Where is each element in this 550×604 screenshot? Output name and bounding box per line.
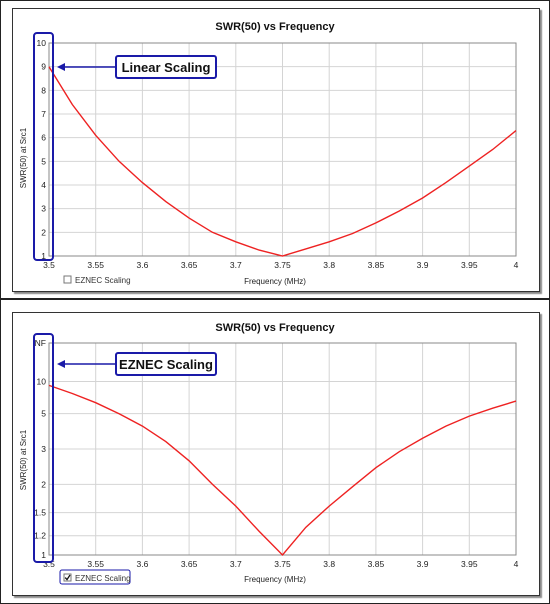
swr-curve [48, 66, 517, 257]
y-tick-label: 3 [41, 204, 46, 214]
callout-border [115, 352, 217, 376]
swr-curve [48, 384, 517, 557]
x-tick-label: 3.75 [274, 260, 291, 270]
checkbox-box[interactable] [63, 275, 72, 284]
y-tick-label: INF [32, 338, 46, 348]
y-tick-label: 7 [41, 109, 46, 119]
checkbox-highlight [59, 569, 131, 585]
x-tick-label: 3.95 [461, 559, 478, 569]
callout-text: Linear Scaling [122, 60, 211, 75]
y-tick-label: 5 [41, 409, 46, 419]
x-tick-label: 3.7 [230, 260, 242, 270]
x-tick-label: 3.85 [368, 559, 385, 569]
y-tick-label: 2 [41, 227, 46, 237]
x-tick-label: 3.5 [43, 559, 55, 569]
callout-text: EZNEC Scaling [119, 357, 213, 372]
x-axis-label: Frequency (MHz) [244, 575, 306, 584]
y-tick-label: 10 [37, 38, 47, 48]
y-tick-label: 1.2 [34, 531, 46, 541]
x-tick-label: 3.6 [136, 559, 148, 569]
callout-box: EZNEC Scaling [57, 352, 217, 376]
y-axis-highlight [33, 333, 54, 563]
y-tick-label: 9 [41, 62, 46, 72]
chart-panel-eznec: SWR(50) vs Frequency 3.5 3.55 3.6 3.65 3.7 3.… [12, 312, 540, 596]
y-tick-label: 10 [37, 377, 47, 387]
x-tick-label: 3.9 [417, 260, 429, 270]
y-tick-label: 6 [41, 133, 46, 143]
y-axis-label: SWR(50) at Src1 [19, 127, 28, 188]
y-tick-label: 4 [41, 180, 46, 190]
x-tick-label: 3.55 [87, 559, 104, 569]
x-tick-label: 3.85 [368, 260, 385, 270]
x-tick-label: 3.65 [181, 260, 198, 270]
x-tick-label: 3.5 [43, 260, 55, 270]
checkbox-box[interactable] [63, 573, 72, 582]
callout-border [115, 55, 217, 79]
eznec-scaling-checkbox[interactable]: EZNEC Scaling [63, 275, 131, 285]
check-icon [64, 574, 71, 581]
plot-area: 3.5 3.55 3.6 3.65 3.7 3.75 3.8 3.85 3.9 3.95 4 1 1.2… [32, 338, 518, 569]
divider [0, 298, 550, 300]
arrow-head-icon [57, 360, 65, 368]
y-tick-label: 1.5 [34, 508, 46, 518]
eznec-scaling-checkbox[interactable]: EZNEC Scaling [59, 569, 131, 585]
chart-title: SWR(50) vs Frequency [215, 21, 335, 33]
x-tick-label: 3.8 [323, 260, 335, 270]
y-tick-label: 5 [41, 156, 46, 166]
chart-linear: SWR(50) vs Frequency 3.5 3.55 3.6 3.65 3.7 3.… [19, 21, 519, 286]
callout-box: Linear Scaling [57, 55, 217, 79]
x-tick-label: 3.6 [136, 260, 148, 270]
chart-eznec: SWR(50) vs Frequency 3.5 3.55 3.6 3.65 3.7 3.… [19, 322, 519, 585]
x-tick-label: 3.55 [87, 260, 104, 270]
y-tick-label: 2 [41, 479, 46, 489]
x-tick-label: 3.95 [461, 260, 478, 270]
chart-panel-linear: SWR(50) vs Frequency 3.5 3.55 3.6 3.65 3.7 3.… [12, 8, 540, 292]
y-tick-label: 8 [41, 85, 46, 95]
arrow-head-icon [57, 63, 65, 71]
y-tick-label: 3 [41, 444, 46, 454]
chart-title: SWR(50) vs Frequency [215, 322, 335, 334]
checkbox-label: EZNEC Scaling [75, 276, 131, 285]
y-axis-label: SWR(50) at Src1 [19, 429, 28, 490]
x-tick-label: 3.75 [274, 559, 291, 569]
x-tick-label: 3.8 [323, 559, 335, 569]
x-tick-label: 4 [514, 559, 519, 569]
y-tick-label: 1 [41, 550, 46, 560]
plot-area: 3.5 3.55 3.6 3.65 3.7 3.75 3.8 3.85 3.9 3.95 4 1 2 3 4… [37, 38, 519, 270]
x-tick-label: 3.7 [230, 559, 242, 569]
checkbox-label: EZNEC Scaling [75, 574, 131, 583]
y-axis-highlight [33, 32, 54, 261]
x-axis-label: Frequency (MHz) [244, 277, 306, 286]
x-tick-label: 4 [514, 260, 519, 270]
y-tick-label: 1 [41, 251, 46, 261]
x-tick-label: 3.9 [417, 559, 429, 569]
x-tick-label: 3.65 [181, 559, 198, 569]
